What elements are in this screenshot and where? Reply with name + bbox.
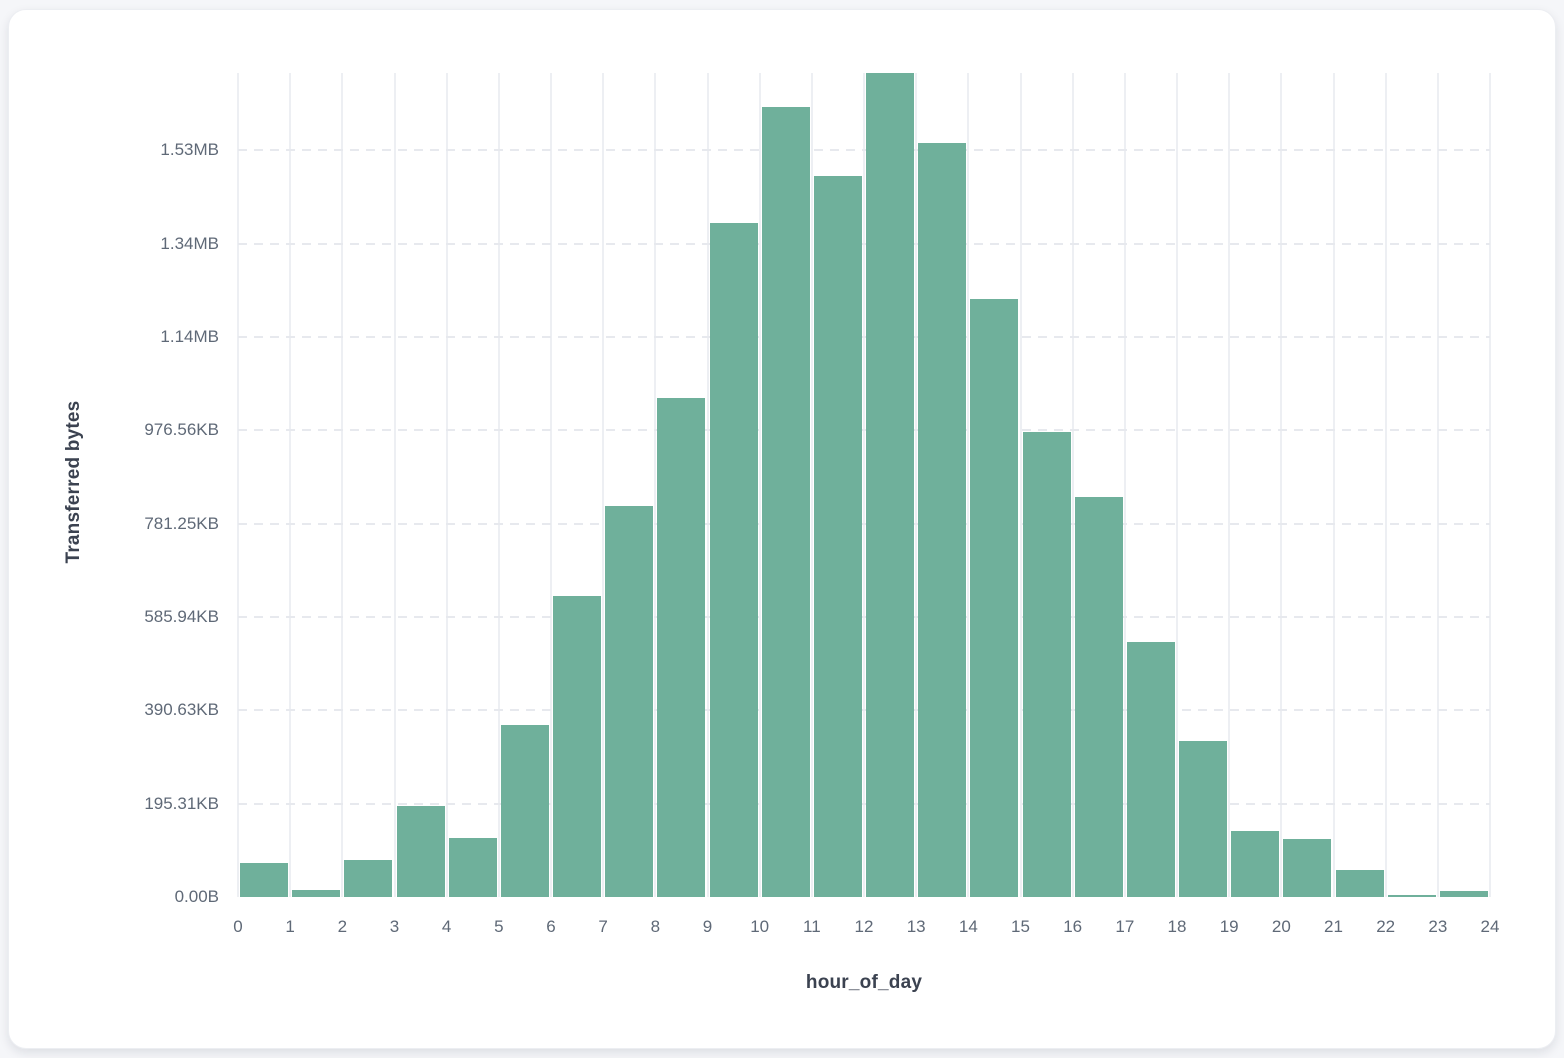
bar-hour-19[interactable] — [1231, 831, 1280, 897]
x-tick-label: 18 — [1167, 917, 1187, 936]
horizontal-gridline — [238, 709, 1490, 712]
y-tick-label: 585.94KB — [144, 607, 219, 627]
y-tick-label: 976.56KB — [144, 420, 219, 440]
horizontal-gridline — [238, 802, 1490, 805]
bar-hour-15[interactable] — [1022, 431, 1071, 897]
bar-hour-18[interactable] — [1179, 741, 1228, 897]
bar-hour-1[interactable] — [292, 890, 341, 897]
vertical-gridline — [863, 73, 865, 897]
x-tick-label: 12 — [854, 917, 874, 936]
vertical-gridline — [915, 73, 918, 897]
horizontal-gridline — [238, 429, 1490, 432]
bar-hour-11[interactable] — [813, 175, 862, 897]
vertical-gridline — [1019, 73, 1022, 897]
bar-hour-6[interactable] — [553, 596, 602, 897]
bar-hour-12[interactable] — [866, 73, 915, 897]
vertical-gridline — [550, 73, 552, 897]
x-tick-label: 0 — [233, 917, 243, 936]
y-tick-label: 390.63KB — [144, 700, 219, 720]
bar-hour-21[interactable] — [1335, 869, 1384, 897]
vertical-gridline — [341, 73, 344, 897]
vertical-gridline — [1176, 73, 1178, 897]
x-tick-label: 23 — [1428, 917, 1448, 936]
x-tick-label: 9 — [702, 917, 713, 936]
vertical-gridline — [445, 73, 448, 897]
bar-hour-9[interactable] — [709, 223, 758, 897]
bar-hour-14[interactable] — [970, 299, 1019, 897]
bar-hour-22[interactable] — [1387, 894, 1436, 897]
x-tick-label: 17 — [1115, 917, 1135, 936]
horizontal-gridline — [238, 149, 1490, 152]
horizontal-gridline — [238, 336, 1490, 339]
x-tick-label: 1 — [285, 917, 295, 936]
bar-hour-5[interactable] — [500, 725, 549, 897]
x-tick-label: 5 — [494, 917, 504, 936]
bar-hour-7[interactable] — [605, 506, 654, 897]
vertical-gridline — [497, 73, 500, 897]
vertical-gridline — [393, 73, 396, 897]
x-tick-label: 22 — [1376, 917, 1396, 936]
y-tick-label: 1.53MB — [160, 140, 219, 160]
y-tick-label: 1.14MB — [160, 327, 219, 347]
vertical-gridline — [758, 73, 761, 897]
chart-card: Transferred bytes hour_of_day 0.00B 195.3… — [8, 9, 1556, 1049]
x-tick-label: 11 — [803, 917, 821, 936]
vertical-gridline — [1123, 73, 1126, 897]
bar-hour-3[interactable] — [396, 805, 445, 897]
vertical-gridline — [1332, 73, 1335, 897]
vertical-gridline — [706, 73, 709, 897]
x-tick-label: 10 — [750, 917, 770, 936]
x-tick-label: 2 — [337, 917, 348, 936]
vertical-gridline — [289, 73, 292, 897]
x-tick-label: 7 — [598, 917, 608, 936]
bar-hour-20[interactable] — [1283, 838, 1332, 897]
horizontal-gridline — [238, 616, 1490, 619]
x-tick-label: 8 — [650, 917, 661, 936]
x-tick-label: 4 — [441, 917, 452, 936]
x-tick-label: 3 — [389, 917, 400, 936]
bar-hour-17[interactable] — [1126, 642, 1175, 897]
bar-hour-4[interactable] — [448, 838, 497, 897]
bar-hour-13[interactable] — [918, 143, 967, 897]
x-tick-label: 15 — [1011, 917, 1030, 936]
y-tick-label: 195.31KB — [144, 793, 219, 813]
x-tick-label: 14 — [958, 917, 978, 936]
x-tick-label: 19 — [1219, 917, 1239, 936]
x-tick-label: 13 — [906, 917, 926, 936]
x-tick-label: 16 — [1063, 917, 1083, 936]
vertical-gridline — [1280, 73, 1283, 897]
bar-hour-0[interactable] — [240, 863, 289, 897]
x-tick-label: 24 — [1480, 917, 1500, 936]
vertical-gridline — [1489, 73, 1491, 897]
bar-hour-16[interactable] — [1074, 497, 1123, 897]
horizontal-gridline — [238, 522, 1490, 525]
vertical-gridline — [967, 73, 970, 897]
vertical-gridline — [654, 73, 657, 897]
plot-area — [237, 73, 1491, 897]
vertical-gridline — [1384, 73, 1387, 897]
x-tick-label: 20 — [1271, 917, 1291, 936]
y-tick-label: 781.25KB — [144, 513, 219, 533]
vertical-gridline — [1228, 73, 1231, 897]
x-tick-label: 6 — [546, 917, 556, 936]
x-axis-title: hour_of_day — [805, 972, 923, 993]
vertical-gridline — [237, 73, 239, 897]
y-axis-title: Transferred bytes — [63, 400, 84, 564]
y-tick-label: 1.34MB — [160, 233, 219, 253]
vertical-gridline — [810, 73, 813, 897]
x-tick-label: 21 — [1324, 917, 1343, 936]
horizontal-gridline — [238, 242, 1490, 245]
vertical-gridline — [1436, 73, 1439, 897]
vertical-gridline — [1071, 73, 1074, 897]
bar-hour-2[interactable] — [344, 860, 393, 897]
bar-hour-8[interactable] — [657, 397, 706, 897]
vertical-gridline — [602, 73, 605, 897]
bar-hour-23[interactable] — [1439, 890, 1488, 897]
y-tick-label: 0.00B — [174, 887, 219, 906]
bar-hour-10[interactable] — [761, 107, 810, 897]
